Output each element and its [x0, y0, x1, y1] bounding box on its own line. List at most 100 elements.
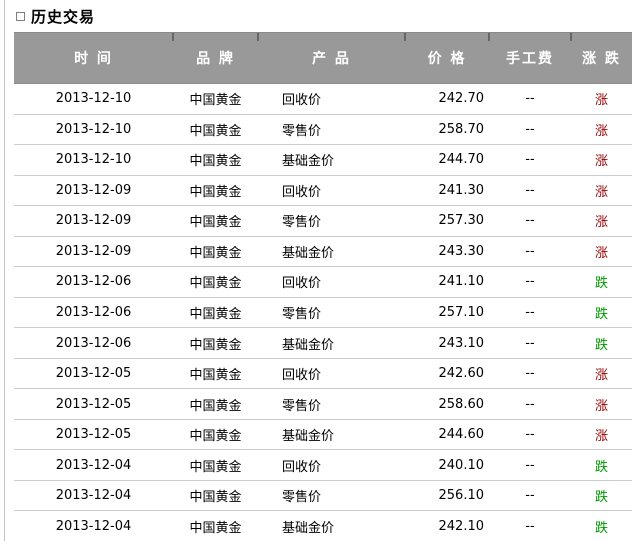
- table-row: 2013-12-06 中国黄金 零售价 257.10 -- 跌: [14, 297, 632, 329]
- cell-product: 基础金价: [282, 429, 335, 445]
- cell-brand: 中国黄金: [189, 368, 242, 384]
- cell-price: 242.70: [438, 91, 485, 107]
- cell-date: 2013-12-10: [55, 152, 132, 168]
- cell-brand: 中国黄金: [189, 306, 242, 322]
- table-row: 2013-12-05 中国黄金 基础金价 244.60 -- 涨: [14, 419, 632, 451]
- cell-price: 241.10: [438, 274, 485, 290]
- cell-price: 257.10: [438, 304, 485, 320]
- cell-date: 2013-12-05: [55, 427, 132, 443]
- cell-brand: 中国黄金: [189, 245, 242, 261]
- cell-brand: 中国黄金: [189, 184, 242, 200]
- cell-fee: --: [525, 427, 535, 443]
- cell-product: 回收价: [282, 459, 322, 475]
- cell-brand: 中国黄金: [189, 123, 242, 139]
- cell-trend: 涨: [594, 123, 608, 139]
- cell-product: 基础金价: [282, 245, 335, 261]
- table-row: 2013-12-06 中国黄金 基础金价 243.10 -- 跌: [14, 328, 632, 359]
- table-body: 2013-12-10 中国黄金 回收价 242.70 -- 涨 2013-12-…: [14, 84, 632, 541]
- cell-product: 零售价: [282, 490, 322, 506]
- cell-fee: --: [525, 488, 535, 504]
- page-left-border: [4, 0, 5, 541]
- cell-price: 244.70: [438, 152, 485, 168]
- cell-product: 基础金价: [282, 337, 335, 353]
- cell-fee: --: [525, 213, 535, 229]
- cell-fee: --: [525, 152, 535, 168]
- cell-price: 243.30: [438, 243, 485, 259]
- table-row: 2013-12-04 中国黄金 基础金价 242.10 -- 跌: [14, 511, 632, 541]
- cell-fee: --: [525, 335, 535, 351]
- cell-brand: 中国黄金: [189, 490, 242, 506]
- cell-price: 258.60: [438, 396, 485, 412]
- cell-trend: 涨: [594, 368, 608, 384]
- cell-fee: --: [525, 274, 535, 290]
- cell-fee: --: [525, 182, 535, 198]
- cell-product: 零售价: [282, 306, 322, 322]
- cell-date: 2013-12-05: [55, 366, 132, 382]
- cell-fee: --: [525, 91, 535, 107]
- table-row: 2013-12-05 中国黄金 回收价 242.60 -- 涨: [14, 358, 632, 390]
- table-header-row: 时 间 品 牌 产 品 价 格 手工费 涨 跌: [14, 32, 632, 84]
- cell-date: 2013-12-10: [55, 91, 132, 107]
- cell-brand: 中国黄金: [189, 459, 242, 475]
- table-row: 2013-12-09 中国黄金 零售价 257.30 -- 涨: [14, 206, 632, 237]
- cell-date: 2013-12-06: [55, 304, 132, 320]
- cell-date: 2013-12-09: [55, 213, 132, 229]
- cell-trend: 涨: [594, 429, 608, 445]
- cell-date: 2013-12-09: [55, 243, 132, 259]
- cell-product: 基础金价: [282, 520, 335, 536]
- cell-price: 242.10: [438, 518, 485, 534]
- cell-fee: --: [525, 518, 535, 534]
- column-header-price: 价 格: [404, 33, 489, 83]
- cell-product: 基础金价: [282, 154, 335, 170]
- cell-brand: 中国黄金: [189, 337, 242, 353]
- section-title-bar: 历史交易: [16, 4, 95, 28]
- cell-trend: 涨: [594, 184, 608, 200]
- column-header-fee: 手工费: [488, 33, 571, 83]
- table-row: 2013-12-10 中国黄金 回收价 242.70 -- 涨: [14, 84, 632, 115]
- cell-trend: 跌: [594, 459, 608, 475]
- table-row: 2013-12-10 中国黄金 零售价 258.70 -- 涨: [14, 114, 632, 146]
- cell-fee: --: [525, 121, 535, 137]
- cell-brand: 中国黄金: [189, 154, 242, 170]
- cell-date: 2013-12-05: [55, 396, 132, 412]
- cell-trend: 跌: [594, 337, 608, 353]
- cell-fee: --: [525, 304, 535, 320]
- table-row: 2013-12-09 中国黄金 基础金价 243.30 -- 涨: [14, 236, 632, 268]
- cell-product: 零售价: [282, 123, 322, 139]
- cell-date: 2013-12-09: [55, 182, 132, 198]
- cell-trend: 涨: [594, 154, 608, 170]
- cell-trend: 涨: [594, 215, 608, 231]
- cell-fee: --: [525, 457, 535, 473]
- column-header-time: 时 间: [74, 51, 113, 67]
- cell-fee: --: [525, 366, 535, 382]
- cell-brand: 中国黄金: [189, 398, 242, 414]
- history-trades-table: 时 间 品 牌 产 品 价 格 手工费 涨 跌 2013-12-10 中国黄金 …: [14, 32, 632, 541]
- cell-trend: 跌: [594, 276, 608, 292]
- cell-brand: 中国黄金: [189, 276, 242, 292]
- cell-date: 2013-12-04: [55, 457, 132, 473]
- table-row: 2013-12-06 中国黄金 回收价 241.10 -- 跌: [14, 267, 632, 298]
- cell-trend: 涨: [594, 398, 608, 414]
- cell-price: 258.70: [438, 121, 485, 137]
- cell-trend: 跌: [594, 306, 608, 322]
- table-row: 2013-12-04 中国黄金 零售价 256.10 -- 跌: [14, 480, 632, 512]
- cell-product: 回收价: [282, 184, 322, 200]
- table-row: 2013-12-04 中国黄金 回收价 240.10 -- 跌: [14, 450, 632, 481]
- square-bullet-icon: [16, 11, 25, 21]
- cell-price: 240.10: [438, 457, 485, 473]
- table-row: 2013-12-10 中国黄金 基础金价 244.70 -- 涨: [14, 145, 632, 176]
- cell-fee: --: [525, 396, 535, 412]
- cell-price: 256.10: [438, 488, 485, 504]
- cell-product: 零售价: [282, 215, 322, 231]
- cell-date: 2013-12-06: [55, 274, 132, 290]
- cell-price: 244.60: [438, 427, 485, 443]
- table-row: 2013-12-05 中国黄金 零售价 258.60 -- 涨: [14, 389, 632, 420]
- cell-price: 241.30: [438, 182, 485, 198]
- cell-trend: 涨: [594, 93, 608, 109]
- cell-price: 243.10: [438, 335, 485, 351]
- cell-date: 2013-12-10: [55, 121, 132, 137]
- cell-brand: 中国黄金: [189, 215, 242, 231]
- cell-brand: 中国黄金: [189, 429, 242, 445]
- cell-product: 零售价: [282, 398, 322, 414]
